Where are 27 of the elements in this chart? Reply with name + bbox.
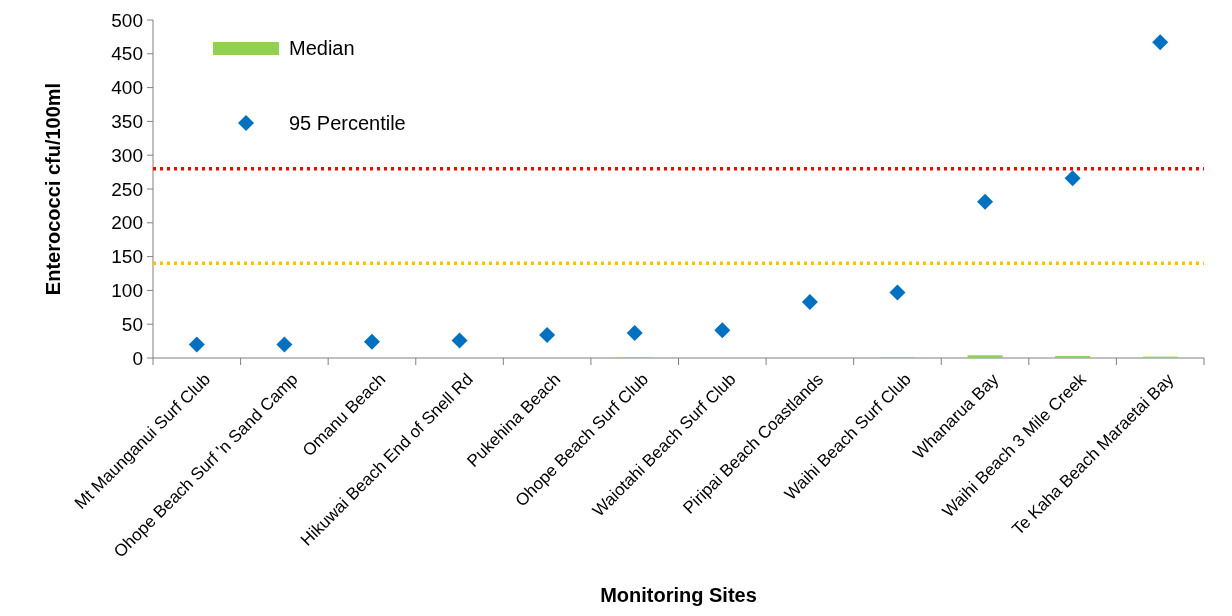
point [977,193,994,210]
point [801,293,818,310]
y-tick-label: 250 [111,178,143,200]
y-tick-label: 100 [111,280,143,302]
point [1152,34,1169,51]
point [626,324,643,341]
y-tick-label: 500 [111,9,143,31]
legend-label: 95 Percentile [289,112,406,134]
y-tick-label: 300 [111,144,143,166]
y-tick-label: 150 [111,246,143,268]
y-axis-title: Enterococci cfu/100ml [42,82,64,296]
point [1064,170,1081,187]
y-tick-label: 50 [121,313,143,335]
point [276,336,293,353]
point [889,284,906,301]
y-tick-label: 350 [111,111,143,133]
x-axis-title: Monitoring Sites [600,584,757,606]
point [714,322,731,339]
point [451,332,468,349]
point [539,327,556,344]
point [188,336,205,353]
y-tick-label: 450 [111,43,143,65]
y-tick-label: 0 [132,347,143,369]
y-tick-label: 400 [111,77,143,99]
y-tick-label: 200 [111,212,143,234]
legend-label: Median [289,37,355,59]
point [363,333,380,350]
